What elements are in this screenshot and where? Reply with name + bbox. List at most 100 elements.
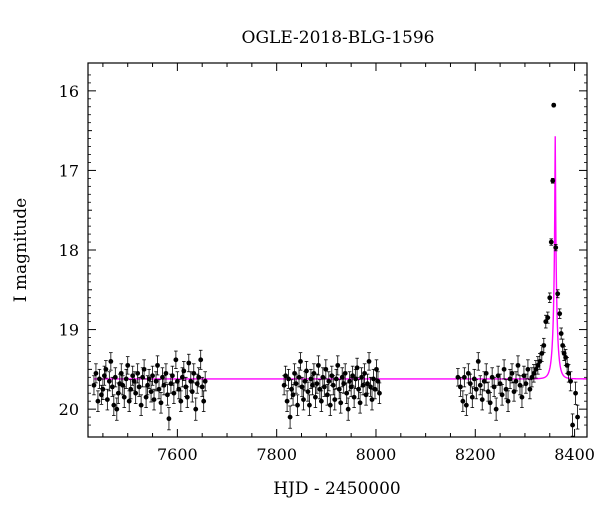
data-point (553, 244, 559, 252)
data-point (551, 102, 557, 108)
data-point (332, 388, 338, 411)
x-tick-label: 8400 (554, 445, 595, 464)
data-point (547, 292, 553, 303)
data-point (114, 397, 120, 421)
data-point (523, 373, 529, 394)
data-point (97, 368, 102, 389)
data-point (491, 376, 497, 397)
data-point (133, 382, 139, 404)
data-point (573, 381, 578, 405)
data-point (558, 327, 564, 340)
y-tick-label: 20 (59, 400, 79, 419)
data-point (362, 363, 367, 384)
data-point (163, 363, 169, 384)
y-tick-label: 18 (59, 241, 79, 260)
data-point (525, 359, 531, 380)
data-point (178, 390, 184, 412)
data-point (295, 394, 300, 416)
data-point (529, 367, 535, 388)
data-point (519, 386, 525, 408)
x-axis-label: HJD - 2450000 (273, 479, 401, 499)
data-point (513, 371, 519, 392)
data-point (327, 394, 333, 416)
data-point (323, 359, 329, 380)
data-point (357, 392, 363, 414)
data-point (311, 363, 317, 384)
data-point (345, 397, 351, 421)
data-point (483, 363, 489, 384)
y-tick-label: 17 (59, 161, 79, 180)
data-point (184, 386, 190, 408)
data-point (499, 384, 505, 406)
data-point (477, 375, 483, 396)
x-tick-label: 7800 (256, 445, 297, 464)
data-point (198, 349, 204, 370)
data-point (93, 363, 99, 384)
data-point (461, 367, 467, 388)
data-point (469, 386, 475, 408)
data-point (539, 345, 545, 362)
y-tick-label: 19 (59, 321, 79, 340)
data-point (104, 388, 110, 411)
data-point (350, 365, 356, 386)
y-tick-label: 16 (59, 82, 79, 101)
data-point (95, 390, 101, 412)
data-point (555, 289, 561, 299)
data-point (515, 355, 521, 376)
data-point (354, 357, 360, 378)
data-point (123, 368, 129, 389)
data-point (501, 359, 507, 380)
data-point (326, 371, 332, 392)
data-point (548, 238, 554, 246)
data-point (335, 355, 341, 376)
data-point (106, 371, 112, 392)
data-point (318, 390, 324, 412)
data-point (293, 373, 299, 394)
data-point (135, 363, 141, 384)
model-layer (93, 136, 587, 380)
data-point (146, 368, 152, 389)
data-point (298, 352, 303, 371)
data-point (199, 376, 205, 397)
data-point (365, 373, 370, 394)
data-point (136, 376, 142, 397)
data-point (108, 352, 114, 371)
data-point (202, 371, 208, 392)
data-point (141, 359, 147, 380)
x-axis: 7600 7800 8000 8200 8400 (102, 63, 595, 464)
data-point (369, 388, 375, 411)
data-point (301, 388, 306, 411)
data-point (531, 364, 537, 383)
data-point (150, 365, 155, 386)
data-point (535, 356, 541, 375)
data-point (125, 356, 131, 375)
data-point (165, 384, 170, 406)
data-point (467, 373, 473, 394)
data-point (283, 365, 289, 386)
data-point (568, 371, 574, 392)
data-point (324, 384, 330, 406)
data-point (128, 379, 134, 400)
data-point (112, 367, 118, 388)
data-point (457, 376, 463, 397)
data-point (366, 352, 372, 371)
data-point (103, 360, 109, 379)
data-point (299, 376, 305, 397)
data-point (377, 382, 382, 404)
x-tick-label: 7600 (157, 445, 198, 464)
model-curve (93, 136, 587, 380)
data-point (313, 386, 318, 408)
data-point (550, 177, 556, 184)
data-point (155, 355, 160, 376)
data-point (505, 390, 511, 412)
data-point (171, 382, 177, 404)
data-point (156, 379, 162, 400)
data-point (485, 381, 491, 402)
data-point (296, 367, 302, 388)
data-point (186, 353, 192, 373)
data-point (545, 311, 551, 324)
data-point (575, 404, 580, 430)
y-axis: 16 17 18 19 20 (59, 74, 587, 426)
data-point (351, 386, 357, 408)
data-point (557, 308, 563, 319)
